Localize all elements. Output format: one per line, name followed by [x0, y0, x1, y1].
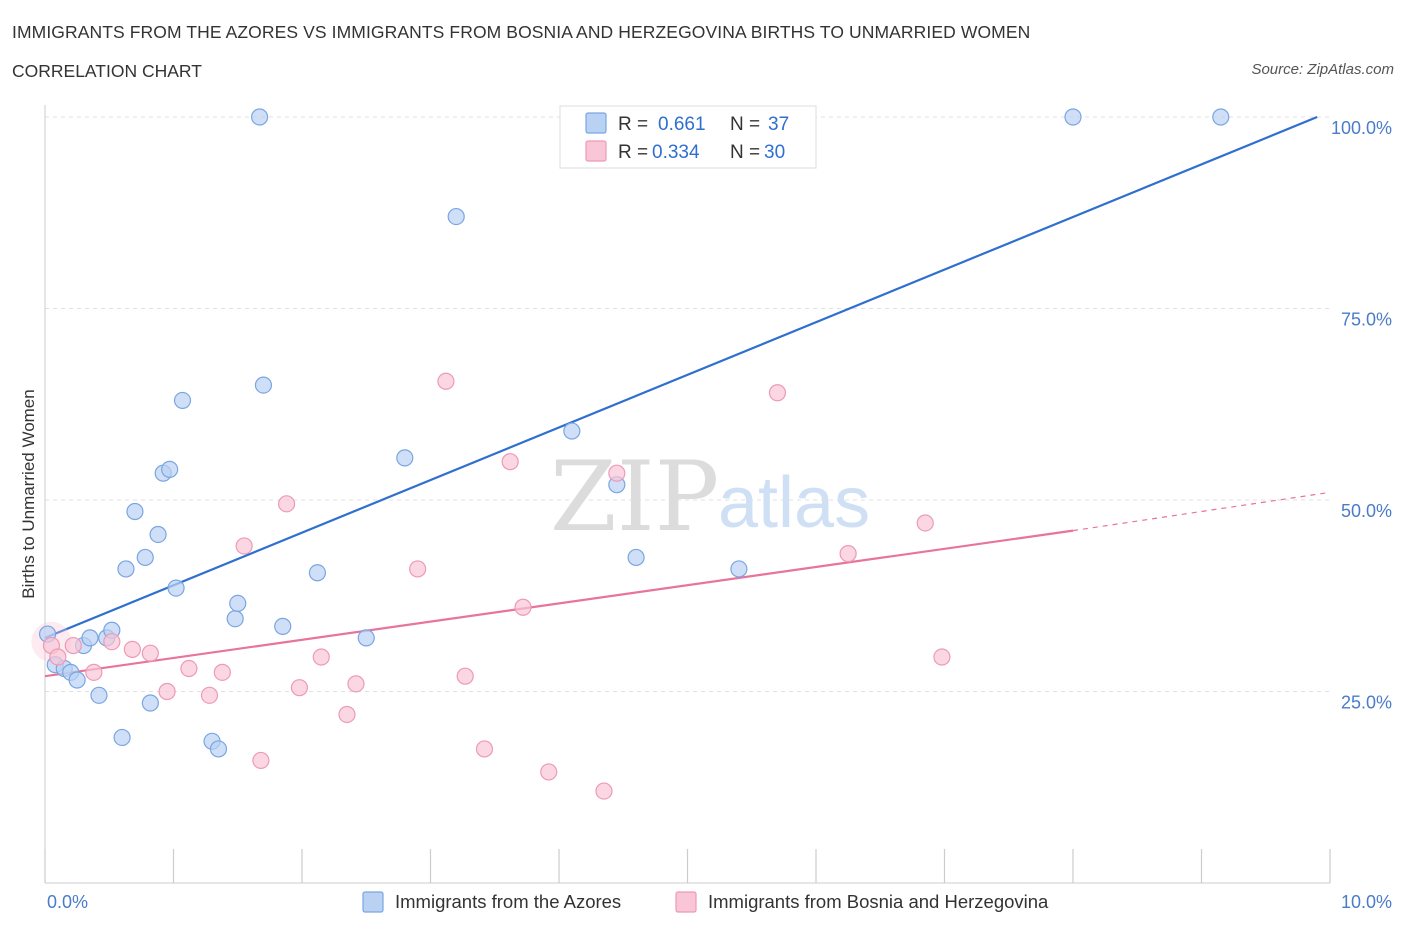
x-tick-label-0: 0.0% [47, 892, 88, 912]
legend-swatch-blue [585, 112, 607, 134]
point-azores-11 [117, 560, 135, 578]
point-azores-26 [274, 617, 292, 635]
chart-title: IMMIGRANTS FROM THE AZORES VS IMMIGRANTS… [12, 22, 1031, 42]
point-azores-12 [126, 502, 144, 521]
point-azores-15 [149, 525, 167, 544]
point-bosnia-7 [158, 682, 176, 701]
point-bosnia-23 [514, 598, 532, 616]
point-bosnia-17 [347, 675, 365, 693]
legend-n-value-pink: 30 [764, 142, 785, 163]
point-azores-33 [627, 548, 645, 567]
point-bosnia-9 [200, 686, 219, 704]
point-bosnia-1 [49, 648, 67, 666]
point-bosnia-4 [103, 633, 121, 651]
legend-box: R = 0.661 N = 37 R = 0.334 N = 30 [559, 105, 817, 169]
point-bosnia-20 [456, 667, 474, 685]
point-bosnia-28 [839, 545, 857, 563]
point-bosnia-26 [608, 464, 626, 482]
point-azores-22 [226, 610, 244, 628]
point-bosnia-15 [312, 648, 330, 666]
point-bosnia-16 [338, 705, 356, 724]
axes [44, 105, 1331, 884]
point-azores-17 [161, 460, 179, 478]
tick-labels: 25.0% 50.0% 75.0% 100.0% 0.0% 10.0% [47, 118, 1392, 912]
x-tick-label-1: 10.0% [1341, 892, 1392, 912]
point-azores-25 [254, 376, 273, 394]
point-bosnia-12 [252, 751, 270, 770]
point-bosnia-6 [141, 644, 159, 662]
point-bosnia-27 [768, 384, 787, 402]
point-bosnia-8 [180, 659, 198, 678]
y-tick-label-0: 25.0% [1341, 693, 1392, 713]
source-note: Source: ZipAtlas.com [1251, 61, 1394, 78]
point-azores-24 [250, 108, 269, 126]
point-azores-35 [1064, 108, 1082, 126]
y-tick-label-1: 50.0% [1341, 501, 1392, 521]
point-azores-34 [730, 560, 748, 578]
series-legend: Immigrants from the Azores Immigrants fr… [362, 891, 1049, 913]
watermark-zip: ZIP [550, 441, 719, 553]
point-azores-23 [229, 594, 247, 613]
legend-r-value-blue: 0.661 [658, 114, 706, 135]
point-azores-21 [209, 740, 228, 758]
point-azores-30 [447, 207, 465, 226]
point-azores-19 [173, 391, 192, 410]
point-bosnia-19 [437, 372, 455, 390]
point-bosnia-3 [85, 663, 103, 681]
legend-r-value-pink: 0.334 [652, 142, 700, 163]
point-azores-13 [136, 548, 154, 567]
watermark: ZIP atlas [550, 441, 870, 553]
point-bosnia-10 [213, 663, 231, 681]
legend-swatch-pink [585, 140, 607, 162]
data-points [31, 108, 1230, 800]
point-bosnia-11 [235, 537, 253, 555]
watermark-atlas: atlas [718, 463, 870, 543]
trend-line-azores [44, 115, 1318, 639]
point-bosnia-29 [916, 514, 934, 532]
series-legend-label-azores: Immigrants from the Azores [395, 891, 621, 912]
point-azores-31 [563, 422, 581, 440]
point-bosnia-13 [277, 495, 296, 513]
point-azores-6 [81, 629, 99, 647]
legend-r-label-blue: R = [618, 114, 648, 135]
legend-n-value-blue: 37 [768, 114, 789, 135]
legend-n-label-pink: N = [730, 142, 760, 163]
point-bosnia-14 [290, 679, 309, 697]
point-azores-18 [167, 579, 185, 597]
legend-n-label-blue: N = [730, 114, 760, 135]
series-legend-label-bosnia: Immigrants from Bosnia and Herzegovina [708, 891, 1049, 912]
trend-line-bosnia-extension [1072, 491, 1331, 532]
y-tick-label-3: 100.0% [1331, 118, 1392, 138]
point-bosnia-22 [501, 453, 519, 471]
point-bosnia-24 [540, 763, 558, 781]
point-azores-7 [90, 686, 108, 704]
point-bosnia-5 [123, 640, 141, 658]
series-legend-swatch-bosnia [675, 891, 697, 913]
point-azores-27 [308, 564, 327, 582]
point-bosnia-21 [475, 740, 494, 758]
series-legend-swatch-azores [362, 891, 384, 913]
legend-r-label-pink: R = [618, 142, 648, 163]
point-bosnia-25 [595, 782, 613, 800]
point-azores-36 [1212, 108, 1230, 126]
chart-subtitle: CORRELATION CHART [12, 61, 202, 81]
point-azores-28 [357, 629, 375, 647]
y-axis-label: Births to Unmarried Women [19, 389, 38, 598]
point-azores-14 [141, 694, 159, 712]
point-bosnia-2 [64, 636, 82, 655]
point-azores-29 [396, 449, 414, 467]
point-bosnia-18 [409, 560, 427, 578]
point-azores-4 [68, 671, 86, 689]
trend-line-bosnia [44, 529, 1074, 678]
trend-lines [44, 115, 1331, 678]
point-azores-10 [113, 728, 131, 747]
y-tick-label-2: 75.0% [1341, 310, 1392, 330]
point-bosnia-30 [933, 648, 951, 666]
